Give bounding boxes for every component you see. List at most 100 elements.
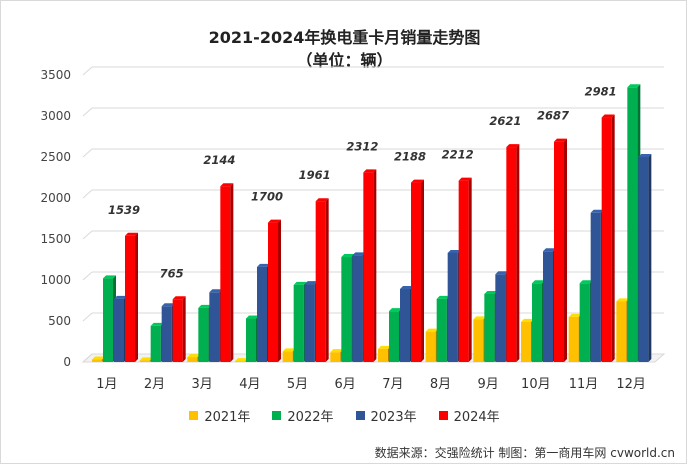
- bar: [92, 359, 102, 362]
- legend-swatch: [189, 411, 199, 420]
- data-label: 1961: [299, 168, 331, 182]
- chart-subtitle: （单位：辆）: [296, 51, 393, 70]
- bar: [627, 87, 638, 363]
- bar-top: [198, 304, 212, 308]
- data-source-note: 数据来源：交强险统计 制图：第一商用车网 cvworld.cn: [374, 446, 675, 460]
- x-tick-label: 4月: [239, 377, 260, 392]
- x-tick-label: 12月: [616, 377, 646, 392]
- bar-top: [627, 84, 641, 88]
- bar: [304, 284, 315, 362]
- bar-top: [400, 286, 413, 290]
- data-label: 2621: [489, 114, 521, 128]
- bar-top: [363, 169, 377, 173]
- x-tick-label: 6月: [335, 377, 356, 392]
- y-tick-label: 3500: [40, 68, 71, 82]
- bar: [495, 274, 506, 362]
- bar: [103, 278, 113, 362]
- gridline-depth: [82, 66, 93, 76]
- bar-top: [187, 354, 201, 358]
- data-label: 2312: [346, 139, 378, 153]
- gridline-depth: [82, 107, 93, 117]
- bar: [352, 255, 363, 362]
- gridline-depth: [82, 230, 93, 240]
- bar-top: [616, 298, 630, 302]
- bar-side: [516, 144, 520, 362]
- bar: [378, 348, 388, 362]
- bar: [330, 352, 341, 362]
- bar: [246, 318, 256, 362]
- bar: [341, 257, 352, 362]
- bar-top: [341, 254, 355, 258]
- bar-top: [304, 281, 318, 285]
- y-tick-label: 1500: [40, 232, 71, 246]
- bar: [114, 298, 124, 362]
- data-label: 1700: [251, 190, 283, 204]
- bar: [532, 283, 542, 362]
- bar-top: [268, 219, 281, 223]
- bar: [187, 357, 198, 362]
- bar: [257, 266, 267, 362]
- bar: [235, 361, 245, 362]
- gridline-depth: [82, 271, 93, 281]
- legend-item: 2021年: [189, 406, 250, 425]
- bar: [293, 284, 304, 362]
- bar-side: [182, 296, 186, 362]
- bar: [436, 298, 447, 362]
- y-tick-label: 2000: [40, 191, 71, 205]
- bar: [172, 299, 183, 362]
- bar-top: [378, 345, 391, 349]
- legend-label: 2024年: [453, 410, 500, 425]
- bar-side: [564, 138, 567, 362]
- x-tick-label: 7月: [382, 377, 403, 392]
- y-tick-label: 500: [48, 314, 71, 328]
- bar: [150, 325, 161, 362]
- bar: [425, 331, 436, 362]
- bar-side: [468, 177, 472, 362]
- data-label: 2144: [203, 153, 235, 167]
- bar-side: [230, 183, 234, 362]
- bar-top: [352, 252, 366, 256]
- bar: [447, 252, 458, 362]
- bar-side: [278, 219, 281, 362]
- bar-top: [568, 313, 582, 317]
- bar: [601, 117, 612, 362]
- y-tick-label: 3000: [40, 109, 71, 123]
- bar: [473, 319, 484, 362]
- bar: [282, 351, 293, 362]
- data-label: 2981: [585, 85, 617, 99]
- bar-top: [389, 308, 402, 312]
- bar: [220, 186, 231, 362]
- bar-top: [532, 280, 545, 284]
- bar: [579, 283, 590, 362]
- bar: [139, 360, 150, 362]
- bar-top: [484, 290, 498, 294]
- bar-top: [235, 358, 248, 362]
- bar-top: [114, 295, 127, 299]
- bar-top: [293, 281, 307, 285]
- bar: [315, 201, 326, 362]
- bar-top: [139, 357, 153, 361]
- gridline-depth: [82, 148, 93, 158]
- legend-item: 2023年: [355, 406, 417, 425]
- bar-top: [220, 183, 234, 187]
- legend-item: 2024年: [438, 406, 500, 425]
- x-tick-label: 10月: [521, 377, 551, 392]
- bar: [568, 316, 579, 362]
- bar-top: [436, 295, 450, 299]
- bar-top: [543, 248, 556, 252]
- bar-top: [103, 275, 116, 279]
- y-tick-label: 2500: [40, 150, 71, 164]
- x-tick-label: 5月: [287, 377, 308, 392]
- bar-top: [257, 263, 270, 267]
- bar: [638, 157, 649, 362]
- gridline-depth: [82, 189, 93, 199]
- chart-legend: 2021年 2022年 2023年 2024年: [0, 406, 689, 425]
- bar: [268, 222, 278, 362]
- x-tick-label: 8月: [430, 377, 451, 392]
- data-label: 2212: [442, 148, 474, 162]
- gridline-depth: [82, 353, 93, 363]
- bar-side: [421, 179, 424, 362]
- bar-side: [648, 154, 652, 362]
- bar-top: [425, 328, 439, 332]
